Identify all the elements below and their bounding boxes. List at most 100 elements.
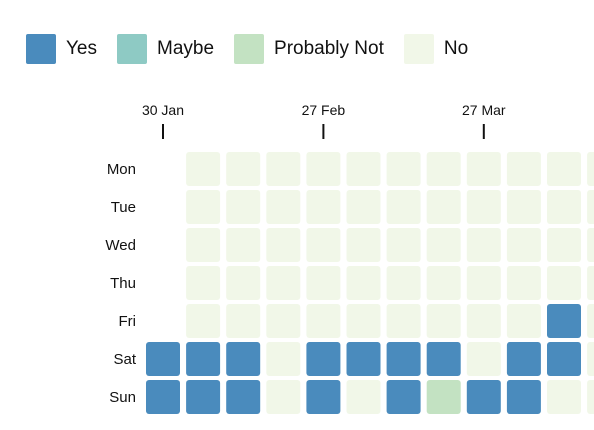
heatmap-cell-week3-sun (266, 380, 301, 414)
heatmap-cell-week5-tue (346, 190, 381, 224)
heatmap-cell-week11-thu (587, 266, 594, 300)
heatmap-cell-week1-mon (186, 152, 221, 186)
heatmap-cell-week2-sun (226, 380, 261, 414)
heatmap-cell-week6-sat (386, 342, 421, 376)
heatmap-cell-week11-sat (587, 342, 594, 376)
heatmap-cell-week7-sat (426, 342, 461, 376)
heatmap-cell-week9-wed (506, 228, 541, 262)
heatmap-cell-week0-sun (146, 380, 180, 414)
legend-item-maybe: Maybe (117, 34, 214, 64)
heatmap-cell-week11-wed (587, 228, 594, 262)
heatmap-cell-week5-fri (346, 304, 381, 338)
heatmap-cell-week6-tue (386, 190, 421, 224)
legend-swatch-maybe (117, 34, 147, 64)
heatmap-cell-week3-thu (266, 266, 301, 300)
heatmap-cell-week8-thu (466, 266, 501, 300)
heatmap-cell-week4-thu (306, 266, 341, 300)
heatmap-cell-week11-sun (587, 380, 594, 414)
heatmap-cell-week1-sun (186, 380, 221, 414)
heatmap-cell-week5-sun (346, 380, 381, 414)
heatmap-cell-week5-wed (346, 228, 381, 262)
heatmap-cell-week4-sun (306, 380, 341, 414)
heatmap-cell-week7-mon (426, 152, 461, 186)
heatmap-cell-week11-tue (587, 190, 594, 224)
heatmap-cell-week4-sat (306, 342, 341, 376)
heatmap-cell-week11-fri (587, 304, 594, 338)
legend-label-maybe: Maybe (157, 38, 215, 59)
heatmap-cell-week10-sat (547, 342, 581, 376)
heatmap-cell-week1-sat (186, 342, 221, 376)
heatmap-cell-week8-sat (466, 342, 501, 376)
heatmap-cell-week1-fri (186, 304, 221, 338)
heatmap-cell-week9-mon (506, 152, 541, 186)
heatmap-cell-week2-mon (226, 152, 261, 186)
heatmap-cell-week6-mon (386, 152, 421, 186)
heatmap-cell-week3-wed (266, 228, 301, 262)
legend-swatch-no (403, 34, 434, 64)
row-label-thu: Thu (110, 275, 136, 292)
heatmap-cell-week8-mon (466, 152, 501, 186)
heatmap-cell-week8-wed (466, 228, 501, 262)
heatmap-cell-week4-tue (306, 190, 341, 224)
heatmap-cell-week10-mon (547, 152, 581, 186)
heatmap-cell-week2-wed (226, 228, 261, 262)
heatmap-cell-week6-fri (386, 304, 421, 338)
row-label-wed: Wed (105, 237, 136, 254)
heatmap-cell-week10-thu (547, 266, 581, 300)
heatmap-cell-week0-sat (146, 342, 180, 376)
legend-label-probably-not: Probably Not (274, 38, 384, 59)
legend-label-yes: Yes (66, 38, 97, 59)
heatmap-cell-week9-tue (506, 190, 541, 224)
row-label-mon: Mon (107, 161, 136, 178)
legend-item-yes: Yes (26, 34, 97, 64)
heatmap-cell-week2-tue (226, 190, 261, 224)
row-label-sun: Sun (109, 389, 136, 406)
heatmap-cell-week2-thu (226, 266, 261, 300)
heatmap-cell-week1-thu (186, 266, 221, 300)
heatmap-cell-week3-mon (266, 152, 301, 186)
heatmap-cell-week5-thu (346, 266, 381, 300)
heatmap-cell-week9-fri (506, 304, 541, 338)
heatmap-cell-week1-tue (186, 190, 221, 224)
heatmap-cell-week11-mon (587, 152, 594, 186)
heatmap-cell-week9-thu (506, 266, 541, 300)
heatmap-cell-week8-fri (466, 304, 501, 338)
heatmap-cell-week3-fri (266, 304, 301, 338)
x-tick-label-27-feb: 27 Feb (302, 102, 346, 118)
x-tick-label-27-mar: 27 Mar (462, 102, 506, 118)
heatmap-cell-week7-thu (426, 266, 461, 300)
heatmap-cell-week7-wed (426, 228, 461, 262)
heatmap-cell-week10-tue (547, 190, 581, 224)
x-tick-label-30-jan: 30 Jan (142, 102, 184, 118)
heatmap-cell-week3-sat (266, 342, 301, 376)
heatmap-cell-week6-wed (386, 228, 421, 262)
heatmap-cell-week5-mon (346, 152, 381, 186)
heatmap-cell-week2-sat (226, 342, 261, 376)
row-label-sat: Sat (113, 351, 136, 368)
heatmap-cell-week9-sun (506, 380, 541, 414)
heatmap-cell-week6-thu (386, 266, 421, 300)
legend-label-no: No (443, 38, 469, 59)
legend-swatch-yes (26, 34, 56, 64)
heatmap-cell-week2-fri (226, 304, 261, 338)
heatmap-cell-week4-wed (306, 228, 341, 262)
heatmap-cell-week10-wed (547, 228, 581, 262)
heatmap-cell-week7-sun (426, 380, 461, 414)
heatmap-cell-week1-wed (186, 228, 221, 262)
row-label-tue: Tue (111, 199, 136, 216)
row-label-fri: Fri (119, 313, 137, 330)
heatmap-cell-week10-sun (547, 380, 581, 414)
heatmap-cell-week7-fri (426, 304, 461, 338)
heatmap-cell-week7-tue (426, 190, 461, 224)
heatmap-cell-week4-fri (306, 304, 341, 338)
legend-item-probably-not: Probably Not (234, 34, 384, 64)
heatmap-cell-week3-tue (266, 190, 301, 224)
legend-item-no: No (403, 34, 469, 64)
heatmap-cell-week9-sat (506, 342, 541, 376)
heatmap-cell-week8-tue (466, 190, 501, 224)
heatmap-cell-week5-sat (346, 342, 381, 376)
heatmap-cell-week6-sun (386, 380, 421, 414)
legend-swatch-probably-not (234, 34, 265, 64)
heatmap-cell-week4-mon (306, 152, 341, 186)
